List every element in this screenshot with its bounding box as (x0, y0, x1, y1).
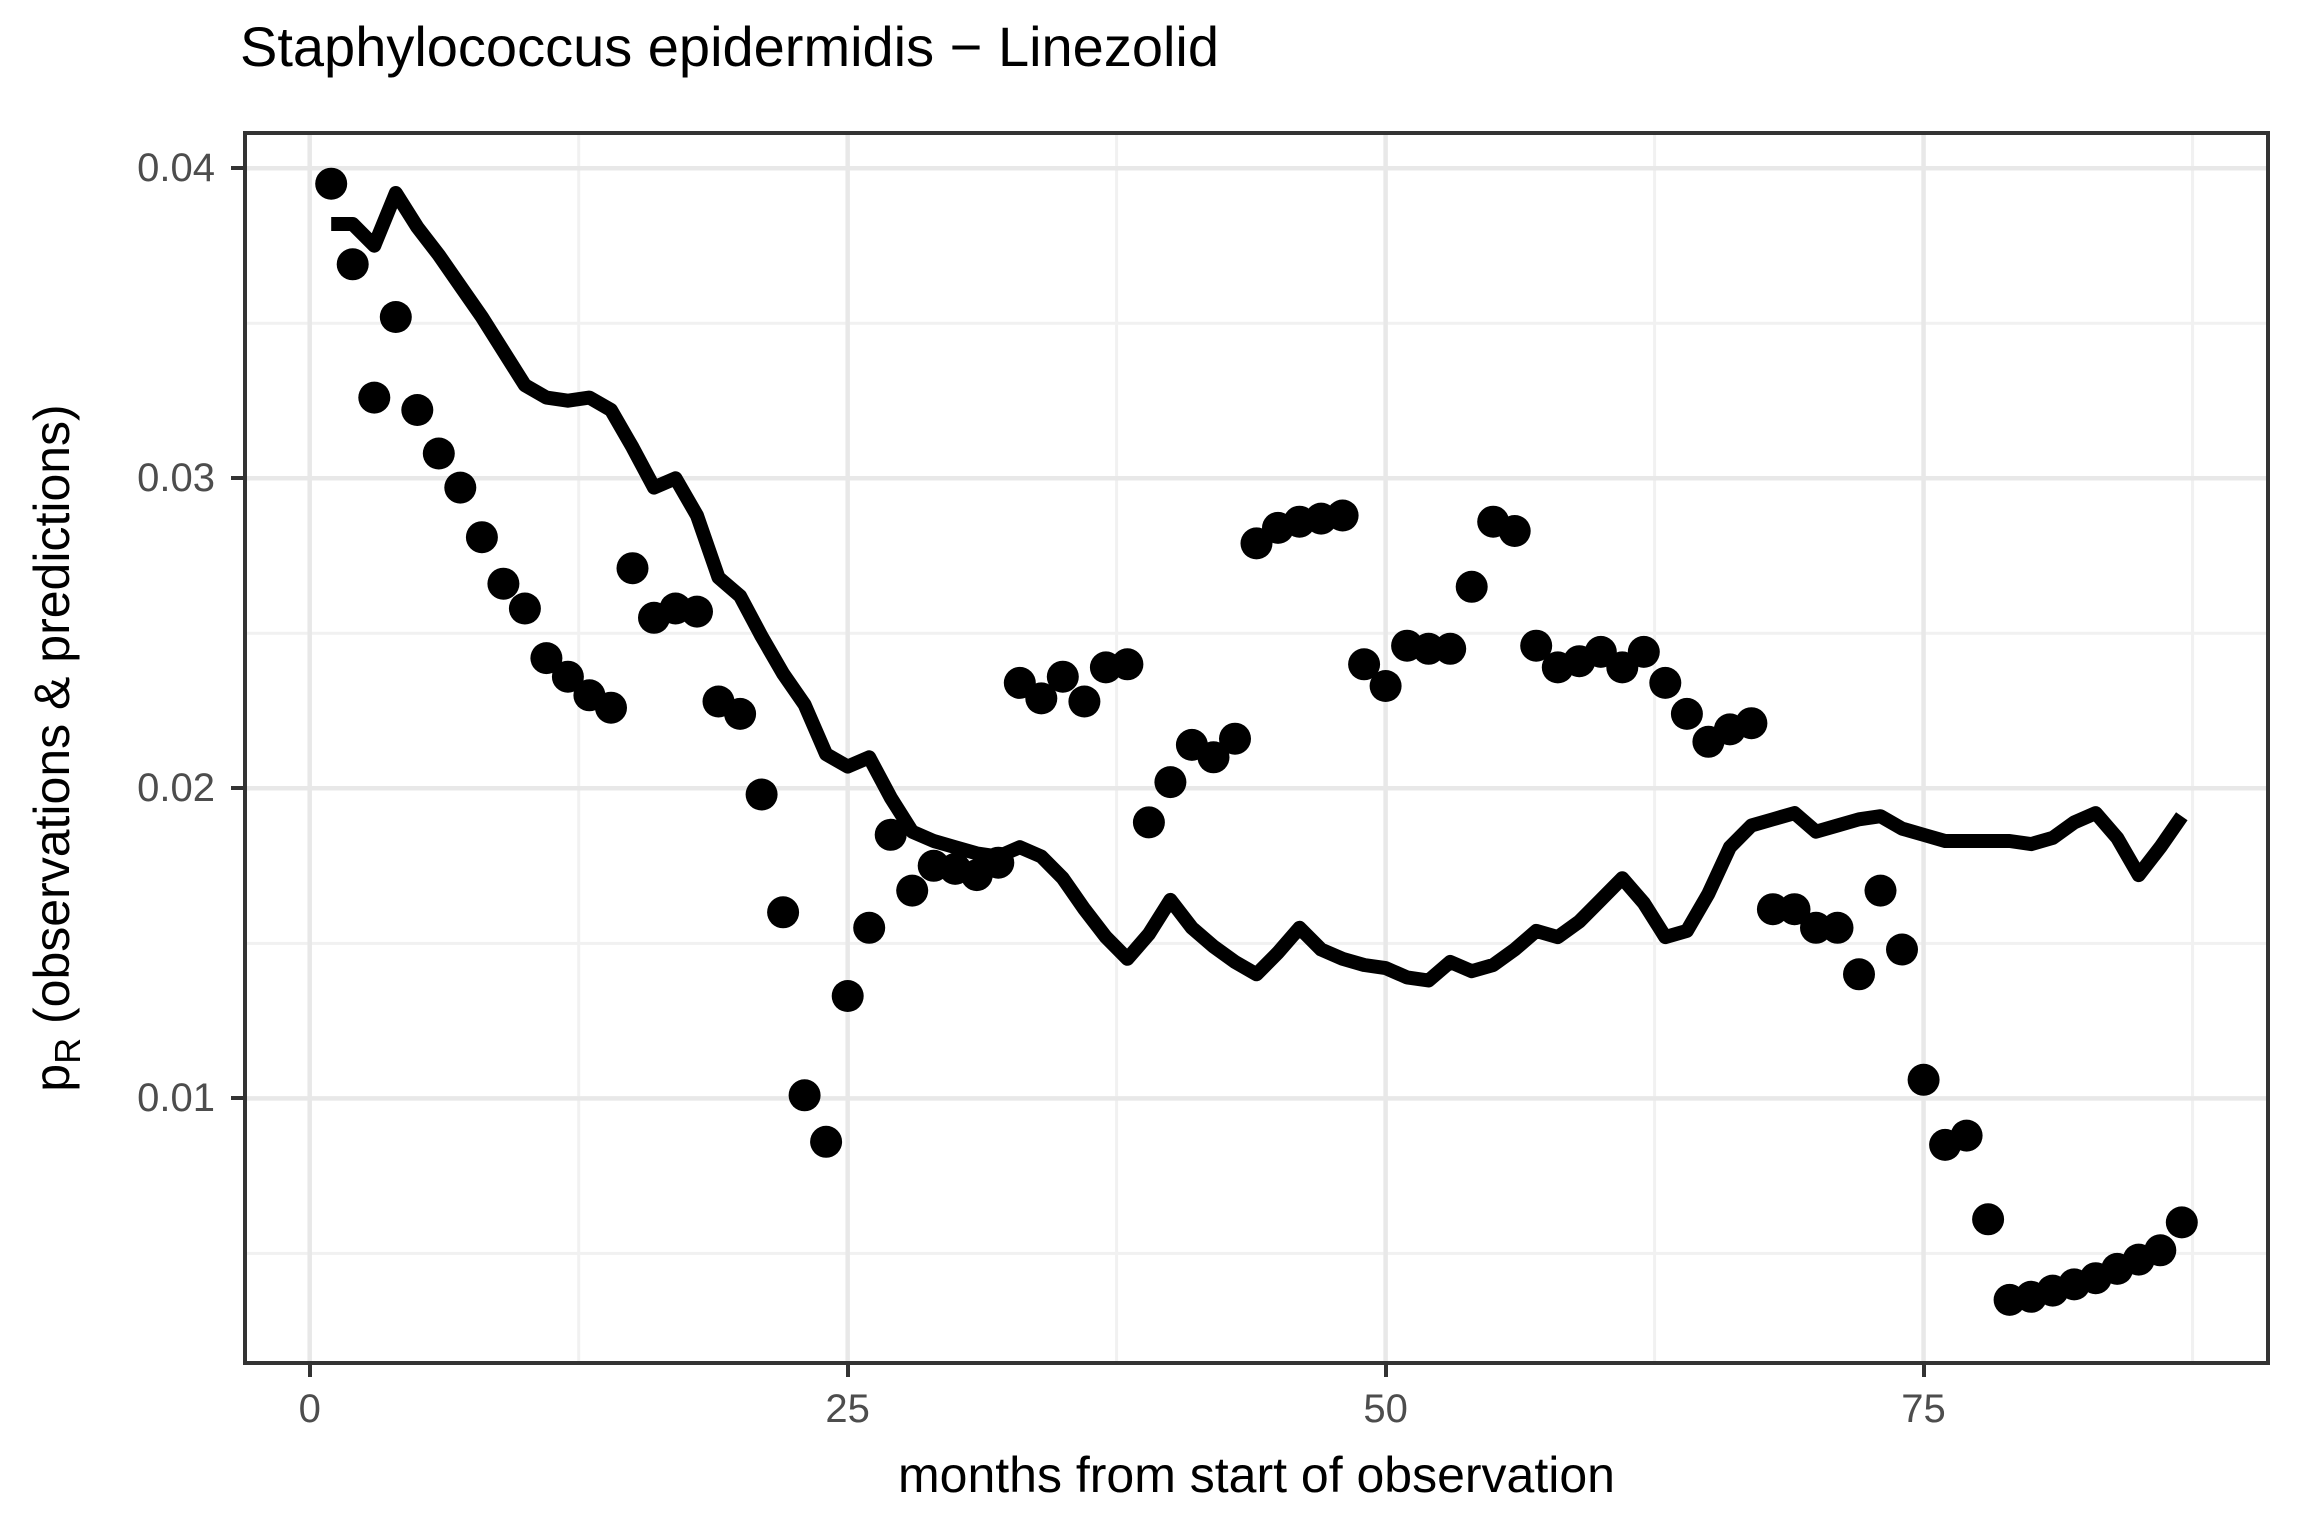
observation-point (595, 691, 627, 724)
observation-point (487, 567, 520, 600)
y-tick-mark (231, 476, 243, 481)
observation-point (465, 521, 498, 554)
observation-point (1821, 911, 1854, 944)
prediction-line (331, 186, 2188, 988)
observation-point (1434, 632, 1467, 665)
observation-point (1197, 741, 1230, 774)
observation-point (1369, 670, 1402, 702)
x-tick-mark (1921, 1365, 1926, 1377)
observation-point (724, 697, 757, 730)
observation-point (1735, 707, 1768, 740)
y-tick-label: 0.03 (137, 456, 215, 501)
x-axis-title: months from start of observation (898, 1447, 1615, 1503)
y-tick-label: 0.04 (137, 146, 215, 191)
observation-point (1025, 682, 1058, 715)
observation-point (1843, 958, 1875, 991)
panel-border (243, 131, 2270, 1365)
plot-area (243, 131, 2270, 1365)
observation-point (508, 592, 541, 625)
y-axis-title-subscript: R (47, 1037, 88, 1064)
x-tick-mark (845, 1365, 850, 1377)
y-axis-title: pR (observations & predictions) (17, 98, 88, 1398)
observation-point (2165, 1206, 2198, 1239)
observation-point (853, 911, 886, 944)
observation-point (1154, 766, 1187, 799)
observation-point (681, 595, 713, 628)
x-tick-mark (307, 1365, 312, 1377)
observation-point (896, 874, 929, 907)
x-tick-label: 75 (1901, 1387, 1946, 1431)
x-tick-label: 0 (298, 1387, 321, 1431)
x-tick-mark (1383, 1365, 1388, 1377)
observation-point (1864, 874, 1897, 907)
chart-title: Staphylococcus epidermidis − Linezolid (240, 15, 1219, 78)
observation-point (1670, 697, 1703, 730)
observation-point (1326, 499, 1359, 532)
observation-point (530, 642, 563, 675)
observation-point (551, 660, 584, 693)
observation-point (444, 471, 477, 504)
observation-point (745, 778, 778, 811)
observation-point (1498, 515, 1531, 547)
observation-point (401, 394, 434, 426)
observation-point (379, 301, 412, 333)
observation-point (616, 552, 649, 585)
observation-point (1219, 722, 1251, 755)
observation-point (315, 167, 348, 200)
y-tick-label: 0.01 (137, 1076, 215, 1121)
observation-point (1627, 635, 1660, 668)
observation-point (358, 381, 391, 414)
observation-point (1950, 1119, 1983, 1152)
observation-point (874, 818, 907, 851)
observation-point (1455, 570, 1488, 603)
y-tick-mark (231, 786, 243, 791)
observation-point (1907, 1063, 1940, 1096)
observation-point (1886, 933, 1918, 966)
observation-point (767, 896, 800, 929)
observation-point (2144, 1234, 2177, 1267)
observation-point (422, 437, 455, 470)
observation-point (982, 846, 1015, 879)
observation-point (810, 1125, 843, 1158)
x-tick-label: 25 (825, 1387, 870, 1431)
observation-point (1972, 1203, 2005, 1236)
observation-point (1520, 629, 1553, 662)
observation-point (1132, 806, 1165, 839)
observation-point (1778, 893, 1811, 926)
observation-point (1068, 685, 1101, 718)
x-tick-label: 50 (1363, 1387, 1408, 1431)
observation-point (788, 1079, 821, 1112)
y-tick-label: 0.02 (137, 766, 215, 811)
observation-point (1111, 648, 1144, 681)
observation-point (1649, 666, 1682, 699)
observation-point (1046, 660, 1079, 693)
observation-point (1348, 648, 1381, 681)
observation-point (831, 980, 864, 1012)
observation-point (336, 248, 369, 281)
y-tick-mark (231, 166, 243, 171)
y-tick-mark (231, 1096, 243, 1101)
